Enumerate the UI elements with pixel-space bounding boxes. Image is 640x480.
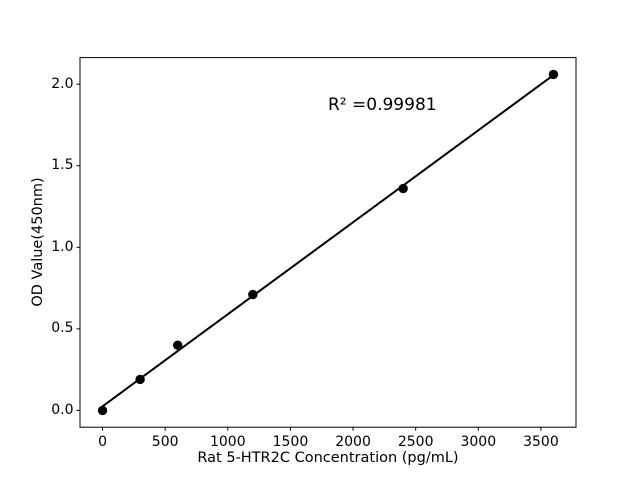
r-squared-annotation: R² =0.99981 — [328, 95, 437, 116]
x-tick-label: 1500 — [272, 433, 309, 450]
x-tick-label: 3500 — [523, 433, 559, 450]
data-point — [172, 340, 183, 350]
x-tick-label: 500 — [151, 433, 179, 450]
x-tick-label: 0 — [98, 433, 107, 450]
data-point — [97, 405, 108, 416]
y-tick-label: 1.5 — [51, 157, 74, 174]
fit-line — [101, 74, 555, 408]
y-tick-label: 0.5 — [51, 320, 74, 337]
y-tick-label: 1.0 — [51, 238, 74, 255]
y-tick-label: 2.0 — [51, 75, 74, 92]
data-point — [135, 374, 145, 385]
x-axis-label: Rat 5-HTR2C Concentration (pg/mL) — [197, 450, 459, 466]
data-points — [97, 69, 559, 416]
y-tick-marks — [76, 83, 80, 411]
plot-border — [79, 57, 577, 428]
data-point — [548, 69, 559, 80]
x-tick-label: 2500 — [397, 433, 434, 450]
x-tick-label: 2000 — [335, 433, 371, 450]
data-point — [248, 289, 258, 300]
x-tick-label: 3000 — [460, 433, 497, 450]
y-tick-label: 0.0 — [51, 401, 74, 418]
y-axis-label: OD Value(450nm) — [30, 177, 46, 308]
x-tick-marks — [102, 427, 542, 431]
x-tick-label: 1000 — [209, 433, 246, 450]
data-point — [398, 183, 408, 194]
